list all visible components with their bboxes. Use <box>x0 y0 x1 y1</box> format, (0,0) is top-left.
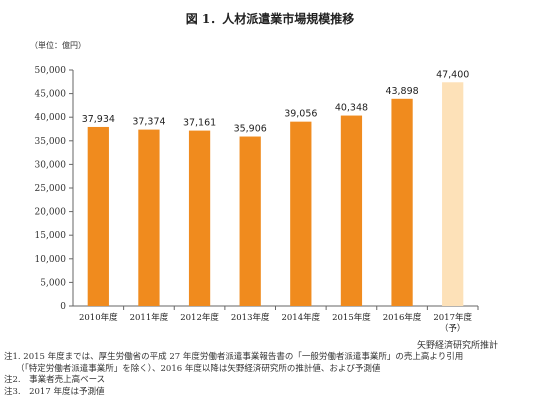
bar <box>340 115 363 307</box>
x-tick-label: 2014年度 <box>281 312 320 323</box>
data-label: 37,374 <box>132 117 165 128</box>
unit-label: （単位：億円） <box>30 41 86 50</box>
data-label: 35,906 <box>234 124 267 135</box>
data-label: 43,898 <box>385 86 418 97</box>
y-tick-label: 40,000 <box>35 113 67 123</box>
x-tick-label: 2017年度 <box>433 312 472 323</box>
data-label: 37,934 <box>82 114 115 125</box>
x-tick-label: 2016年度 <box>383 312 422 323</box>
bar <box>87 126 109 306</box>
bar <box>188 130 211 306</box>
bar <box>138 129 160 306</box>
footnote-2: 注2. 事業者売上高ベース <box>4 375 106 385</box>
x-tick-label: 2013年度 <box>231 312 270 323</box>
footnote-3: 注3. 2017 年度は予測値 <box>4 386 105 397</box>
footnotes: 注1. 2015 年度までは、厚生労働省の平成 27 年度労働者派遣事業報告書の… <box>4 352 536 398</box>
x-tick-label: 2010年度 <box>79 312 118 323</box>
chart-title: 図 1．人材派遣業市場規模推移 <box>185 12 355 26</box>
data-label: 47,400 <box>436 69 469 80</box>
y-tick-label: 10,000 <box>35 255 67 265</box>
x-tick-label: 2011年度 <box>130 312 169 323</box>
y-tick-label: 30,000 <box>35 160 67 170</box>
footnote-1: 注1. 2015 年度までは、厚生労働省の平成 27 年度労働者派遣事業報告書の… <box>4 352 464 362</box>
y-tick-label: 50,000 <box>35 66 67 76</box>
bar <box>290 121 312 307</box>
bar <box>239 136 261 306</box>
y-tick-label: 35,000 <box>35 137 67 147</box>
data-label: 37,161 <box>183 118 216 129</box>
footnote-1-cont: （「特定労働者派遣事業所」を除く）、2016 年度以降は矢野経済研究所の推計値、… <box>16 363 381 374</box>
y-tick-label: 20,000 <box>35 208 67 218</box>
y-tick-label: 0 <box>60 302 66 312</box>
y-tick-label: 45,000 <box>35 90 67 100</box>
y-tick-label: 15,000 <box>35 231 67 241</box>
y-tick-label: 25,000 <box>35 184 67 194</box>
data-label: 39,056 <box>284 109 317 120</box>
bar <box>442 82 464 306</box>
data-label: 40,348 <box>335 103 368 114</box>
x-tick-label: 2015年度 <box>332 312 371 323</box>
bar <box>391 98 413 306</box>
source-note: 矢野経済研究所推計 <box>416 341 498 351</box>
y-tick-label: 5,000 <box>40 278 66 288</box>
x-tick-label: 2012年度 <box>180 312 219 323</box>
x-tick-label-suffix: （予） <box>440 323 466 334</box>
